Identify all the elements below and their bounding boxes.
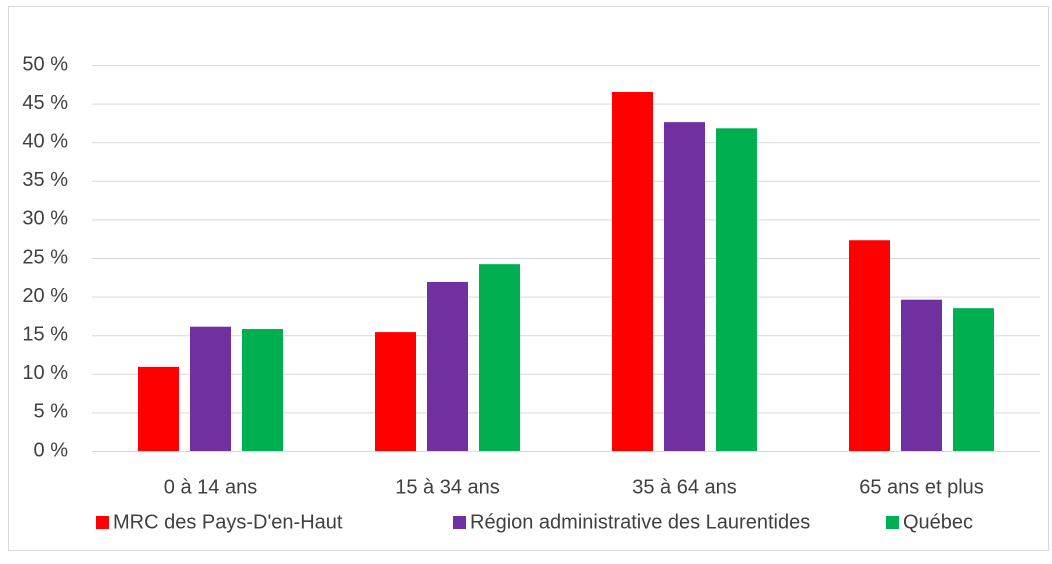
y-tick-label: 35 % [22, 169, 68, 191]
bar [901, 299, 942, 451]
chart-border [8, 6, 1049, 551]
legend-label: Région administrative des Laurentides [470, 511, 810, 533]
y-tick-label: 30 % [22, 208, 68, 230]
legend-swatch [96, 516, 109, 529]
y-tick-label: 45 % [22, 92, 68, 114]
y-tick-label: 0 % [34, 439, 69, 461]
x-tick-label: 15 à 34 ans [395, 476, 500, 498]
y-tick-label: 25 % [22, 246, 68, 268]
bar [242, 329, 283, 451]
y-tick-label: 5 % [34, 401, 69, 423]
legend-swatch [886, 516, 899, 529]
bar [427, 281, 468, 451]
y-tick-label: 10 % [22, 362, 68, 384]
legend-swatch [453, 516, 466, 529]
x-tick-label: 65 ans et plus [859, 476, 984, 498]
bar [190, 326, 231, 451]
y-tick-label: 50 % [22, 53, 68, 75]
bar [716, 128, 757, 451]
bar [612, 92, 653, 452]
bar [479, 264, 520, 451]
bar [664, 122, 705, 452]
bar [375, 332, 416, 451]
x-tick-label: 35 à 64 ans [632, 476, 737, 498]
bar [953, 308, 994, 451]
x-tick-label: 0 à 14 ans [164, 476, 257, 498]
legend-label: Québec [903, 511, 973, 533]
bar [849, 240, 890, 451]
y-tick-label: 15 % [22, 323, 68, 345]
legend-label: MRC des Pays-D'en-Haut [113, 511, 343, 533]
y-tick-label: 20 % [22, 285, 68, 307]
y-tick-label: 40 % [22, 130, 68, 152]
bar [138, 366, 179, 451]
